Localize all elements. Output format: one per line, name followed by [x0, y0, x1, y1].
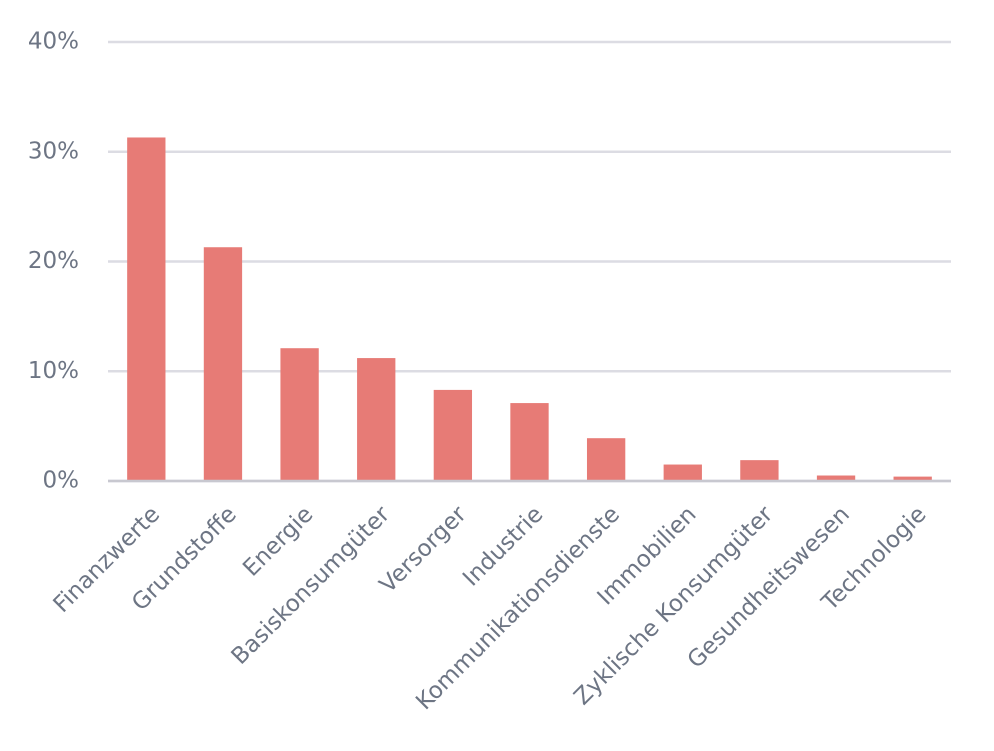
bar: [893, 476, 932, 481]
y-tick-label: 20%: [28, 248, 79, 274]
bar: [663, 464, 702, 481]
y-tick-label: 0%: [43, 468, 80, 494]
x-tick-label: Energie: [238, 501, 318, 581]
bar: [816, 475, 856, 481]
bar: [280, 348, 319, 481]
y-tick-label: 10%: [28, 358, 79, 384]
y-tick-label: 30%: [28, 138, 79, 164]
bar: [127, 137, 166, 482]
bar: [510, 403, 549, 481]
bar: [740, 460, 779, 481]
bar: [433, 389, 473, 481]
bar: [586, 438, 626, 481]
bar: [357, 358, 396, 481]
y-tick-label: 40%: [28, 29, 79, 55]
bar: [203, 247, 243, 481]
